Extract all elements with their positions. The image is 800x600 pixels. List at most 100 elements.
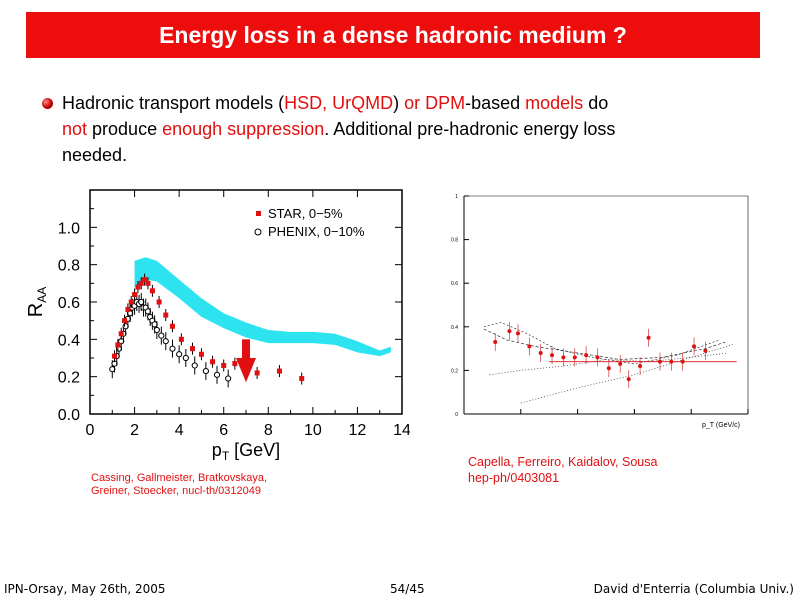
data-point bbox=[572, 355, 577, 360]
data-point bbox=[680, 359, 685, 364]
star-point bbox=[142, 277, 148, 283]
data-point bbox=[657, 359, 662, 364]
star-point bbox=[132, 292, 138, 298]
raa-vs-pt-chart: 0 2 4 6 8 10 12 14 0.0 0.2 0.4 0.6 0.8 1.0 pT [GeV] RAA… bbox=[25, 189, 410, 460]
data-point bbox=[538, 350, 543, 355]
x-tick-label: 10 bbox=[304, 422, 322, 439]
legend-star-label: STAR, 0−5% bbox=[268, 206, 343, 221]
star-point bbox=[138, 280, 144, 286]
star-point bbox=[149, 288, 155, 294]
star-point bbox=[135, 284, 141, 290]
data-point bbox=[550, 353, 555, 358]
star-point bbox=[178, 336, 184, 342]
phenix-point bbox=[162, 338, 169, 345]
y-tick-label: 0.6 bbox=[451, 281, 458, 287]
star-point bbox=[145, 280, 151, 286]
data-point bbox=[507, 329, 512, 334]
y-axis-label: RAA bbox=[25, 287, 49, 317]
data-point bbox=[595, 355, 600, 360]
star-point bbox=[156, 299, 162, 305]
data-point bbox=[638, 364, 643, 369]
phenix-point bbox=[191, 362, 198, 369]
text-run: needed. bbox=[62, 145, 128, 165]
star-point bbox=[125, 306, 131, 312]
theory-upper-curve bbox=[483, 322, 720, 365]
star-point bbox=[169, 323, 175, 329]
right-citation: Capella, Ferreiro, Kaidalov, Sousa hep-p… bbox=[468, 454, 657, 486]
phenix-point bbox=[202, 367, 209, 375]
text-run-highlight: models bbox=[525, 93, 584, 113]
phenix-point bbox=[176, 351, 183, 358]
data-point bbox=[626, 377, 631, 382]
capella-raa-chart: 0 0.2 0.4 0.6 0.8 1 p_T (GeV/c) bbox=[451, 194, 749, 429]
footer-venue: IPN-Orsay, May 26th, 2005 bbox=[4, 582, 166, 596]
data-point bbox=[561, 355, 566, 360]
slide-title: Energy loss in a dense hadronic medium ? bbox=[159, 21, 627, 48]
left-citation: Cassing, Gallmeister, Bratkovskaya, Grei… bbox=[91, 472, 267, 498]
text-run-highlight: HSD, UrQMD bbox=[284, 93, 394, 113]
star-point bbox=[115, 342, 121, 348]
star-point bbox=[118, 331, 124, 337]
red-arrow-head bbox=[236, 358, 256, 383]
star-point bbox=[163, 312, 169, 318]
text-run: . Additional pre-hadronic energy loss bbox=[324, 119, 616, 139]
phenix-point bbox=[182, 354, 189, 362]
data-point bbox=[527, 344, 532, 349]
theory-rising-curve bbox=[520, 343, 734, 404]
data-point bbox=[618, 361, 623, 366]
star-point bbox=[210, 359, 216, 365]
text-run: ) bbox=[393, 93, 405, 113]
y-tick-label: 0.2 bbox=[451, 368, 458, 374]
star-point bbox=[128, 299, 134, 305]
citation-line: Cassing, Gallmeister, Bratkovskaya, bbox=[91, 472, 268, 484]
star-point bbox=[221, 362, 227, 368]
phenix-point bbox=[153, 326, 160, 334]
bullet-text: Hadronic transport models (HSD, UrQMD) o… bbox=[62, 90, 762, 168]
citation-line: Greiner, Stoecker, nucl-th/0312049 bbox=[91, 485, 261, 497]
phenix-point bbox=[169, 345, 176, 352]
phenix-point bbox=[158, 332, 165, 339]
y-tick-label: 1.0 bbox=[58, 220, 80, 237]
slide-title-bar: Energy loss in a dense hadronic medium ? bbox=[26, 12, 760, 58]
x-tick-label: 2 bbox=[130, 422, 139, 439]
theory-low-curve bbox=[489, 352, 729, 376]
y-tick-label: 0.2 bbox=[58, 370, 80, 387]
x-tick-label: 14 bbox=[393, 422, 410, 439]
x-tick-label: 12 bbox=[349, 422, 367, 439]
star-point bbox=[198, 351, 204, 357]
y-tick-label: 0.4 bbox=[58, 332, 80, 349]
citation-line: Capella, Ferreiro, Kaidalov, Sousa bbox=[468, 455, 658, 469]
text-run: Hadronic transport models ( bbox=[62, 93, 285, 113]
y-tick-label: 0 bbox=[455, 412, 458, 418]
y-tick-label: 1 bbox=[455, 194, 458, 200]
star-point bbox=[254, 370, 260, 376]
y-tick-label: 0.4 bbox=[451, 325, 458, 331]
phenix-point bbox=[213, 371, 221, 378]
footer-author: David d'Enterria (Columbia Univ.) bbox=[593, 582, 794, 596]
legend-star-marker bbox=[256, 211, 261, 216]
citation-line: hep-ph/0403081 bbox=[468, 471, 560, 485]
text-run-highlight: not bbox=[62, 119, 88, 139]
data-point bbox=[646, 335, 651, 340]
text-run-highlight: enough suppression bbox=[162, 119, 325, 139]
x-tick-label: 8 bbox=[264, 422, 273, 439]
star-point bbox=[299, 376, 305, 382]
star-point bbox=[276, 368, 282, 374]
star-point bbox=[232, 361, 238, 367]
x-axis-label: p_T (GeV/c) bbox=[702, 422, 740, 429]
data-point bbox=[703, 348, 708, 353]
x-tick-label: 4 bbox=[175, 422, 184, 439]
y-tick-label: 0.0 bbox=[58, 407, 80, 424]
legend-phenix-label: PHENIX, 0−10% bbox=[268, 224, 365, 239]
data-point bbox=[669, 359, 674, 364]
bullet-icon bbox=[42, 98, 53, 109]
text-run: produce bbox=[87, 119, 163, 139]
text-run: -based bbox=[465, 93, 526, 113]
data-point bbox=[493, 340, 498, 345]
star-point bbox=[122, 318, 128, 324]
data-point bbox=[606, 366, 611, 371]
text-run-highlight: or DPM bbox=[404, 93, 466, 113]
legend-phenix-marker bbox=[254, 228, 262, 236]
y-tick-label: 0.8 bbox=[451, 238, 458, 244]
x-axis-label: pT [GeV] bbox=[212, 440, 280, 460]
